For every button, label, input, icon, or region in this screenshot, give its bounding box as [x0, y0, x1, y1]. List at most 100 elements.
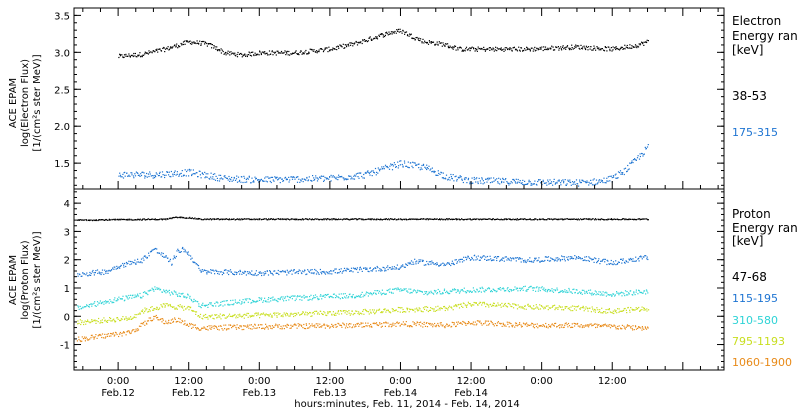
data-point: [630, 47, 632, 49]
data-point: [286, 178, 288, 181]
data-point: [357, 312, 359, 315]
data-point: [647, 258, 649, 261]
data-point: [231, 327, 233, 329]
data-point: [431, 41, 433, 43]
data-point: [79, 340, 81, 342]
data-point: [256, 327, 258, 329]
data-point: [478, 219, 480, 221]
data-point: [606, 263, 608, 266]
data-point: [228, 324, 230, 326]
data-point: [371, 39, 373, 41]
data-point: [448, 218, 450, 220]
data-point: [87, 275, 89, 277]
data-point: [117, 267, 119, 269]
data-point: [252, 301, 254, 303]
data-point: [339, 310, 342, 312]
data-point: [190, 255, 192, 257]
data-point: [110, 300, 112, 302]
data-point: [154, 50, 156, 52]
data-point: [565, 48, 567, 50]
data-point: [354, 326, 356, 328]
data-point: [542, 218, 544, 220]
data-point: [229, 219, 231, 221]
data-point: [155, 247, 157, 250]
data-point: [616, 312, 618, 314]
data-point: [313, 272, 315, 274]
data-point: [558, 292, 560, 294]
data-point: [88, 274, 90, 276]
data-point: [430, 307, 432, 309]
data-point: [203, 314, 205, 316]
data-point: [466, 306, 468, 308]
data-point: [588, 256, 590, 258]
data-point: [565, 322, 567, 324]
data-point: [92, 219, 94, 221]
data-point: [447, 309, 449, 311]
data-point: [152, 249, 154, 251]
data-point: [631, 160, 633, 162]
data-point: [134, 175, 137, 177]
data-point: [397, 28, 400, 30]
data-point: [476, 320, 478, 322]
data-point: [467, 256, 469, 258]
data-point: [406, 290, 408, 292]
data-point: [165, 219, 167, 221]
data-point: [362, 218, 364, 220]
data-point: [204, 316, 206, 319]
data-point: [326, 178, 329, 180]
data-point: [138, 55, 140, 57]
data-point: [550, 218, 552, 220]
data-point: [174, 291, 176, 293]
data-point: [128, 55, 130, 57]
data-point: [509, 257, 512, 259]
data-point: [553, 49, 555, 51]
data-point: [472, 218, 474, 220]
data-point: [590, 46, 592, 48]
data-point: [362, 309, 365, 311]
data-point: [298, 218, 300, 221]
data-point: [433, 310, 435, 312]
data-point: [156, 219, 158, 221]
data-point: [647, 292, 649, 294]
data-point: [409, 218, 411, 220]
data-point: [311, 315, 313, 317]
data-point: [273, 326, 275, 328]
data-point: [519, 181, 521, 184]
data-point: [111, 320, 113, 322]
data-point: [394, 323, 396, 325]
data-point: [487, 259, 489, 261]
data-point: [303, 53, 305, 55]
data-point: [474, 48, 477, 50]
data-point: [265, 313, 267, 315]
data-point: [604, 219, 606, 221]
data-point: [315, 177, 317, 179]
data-point: [408, 263, 410, 265]
data-point: [118, 175, 120, 177]
data-point: [373, 292, 375, 294]
data-point: [294, 324, 296, 326]
data-point: [602, 259, 604, 261]
data-point: [91, 334, 93, 336]
data-point: [246, 271, 249, 273]
data-point: [553, 218, 555, 220]
data-point: [150, 219, 152, 221]
data-point: [370, 171, 372, 173]
data-point: [217, 272, 219, 275]
data-point: [566, 291, 568, 294]
data-point: [431, 292, 433, 294]
data-point: [441, 293, 443, 295]
data-point: [514, 257, 516, 259]
data-point: [355, 173, 357, 175]
data-point: [365, 171, 367, 174]
data-point: [543, 308, 545, 310]
data-point: [380, 218, 382, 221]
data-point: [259, 272, 261, 274]
data-point: [563, 182, 565, 184]
data-point: [150, 250, 153, 253]
data-point: [222, 305, 224, 307]
data-point: [631, 308, 633, 310]
data-point: [365, 291, 368, 293]
data-point: [271, 51, 273, 53]
data-point: [621, 310, 623, 312]
data-point: [394, 288, 396, 290]
